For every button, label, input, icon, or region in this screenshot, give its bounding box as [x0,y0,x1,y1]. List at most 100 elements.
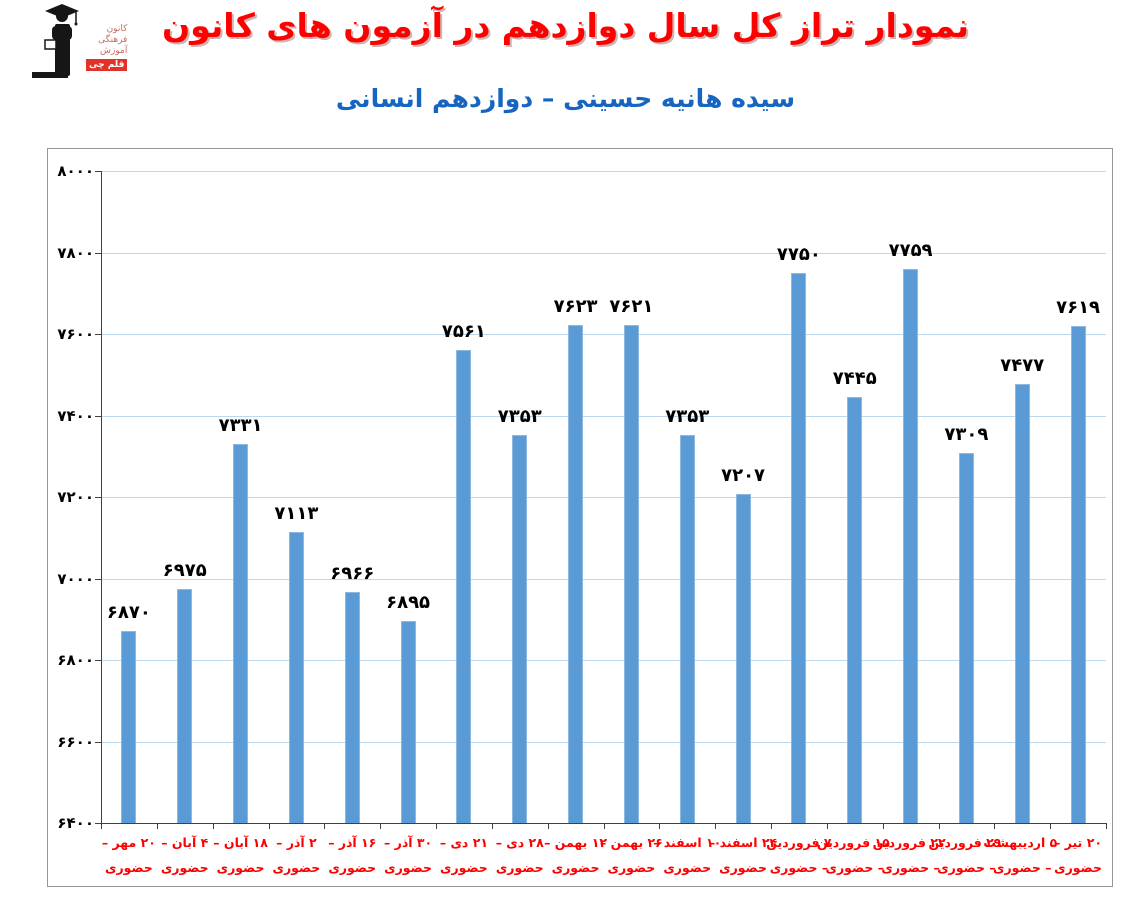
x-label-۱۰ اسفند-line2: حضوری [663,860,712,875]
y-axis-label-7200: ۷۲۰۰ [57,488,94,506]
x-label-۲۲ فروردین-line2: – حضوری [881,860,940,875]
x-label-۳۰ آذر-line2: حضوری [384,860,432,875]
logo-line-1: کانون [106,24,128,34]
x-label-۲ آذر-line1: ۲ آذر – [276,835,317,850]
gridline-7600 [101,334,1106,335]
bar-value-۷ فروردین: ۷۷۵۰ [776,243,821,265]
bar-chart: ۶۴۰۰ ۶۶۰۰ ۶۸۰۰ ۷۰۰۰ ۷۲۰۰ ۷۴۰۰ ۷۶۰۰ ۷۸۰۰ ۸۰۰۰ ۶۸۷۰… [47,148,1113,887]
x-label-۲۴ اسفند-line1: ۲۴ اسفند – [709,835,778,850]
x-tick-15 [938,824,940,829]
bar-۱۸ آبان [233,443,249,823]
x-tick-5 [380,824,382,829]
x-axis-line [101,823,1107,824]
bar-value-۱۸ آبان: ۷۳۳۱ [218,414,263,436]
bar-value-۲۶ بهمن: ۷۶۲۱ [609,296,654,318]
page-title: نمودار تراز کل سال دوازدهم در آزمون های … [161,6,970,45]
logo-text: کانون فرهنگی آموزش قلم چی [86,2,128,88]
x-tick-1 [156,824,158,829]
x-label-۱۶ آذر-line2: حضوری [328,860,377,875]
x-label-۲۰ تیر-line1: ۲۰ تیر – [1054,835,1102,850]
gridline-6600 [101,741,1106,743]
bar-value-۲۰ تیر: ۷۶۱۹ [1056,297,1101,319]
x-label-۵ اردیبهشت-line1: ۵ اردیبهشت [983,835,1058,850]
y-axis-label-7000: ۷۰۰۰ [57,569,94,588]
y-axis-label-6400: ۶۴۰۰ [57,814,94,832]
x-label-۲۰ مهر-line2: حضوری [104,860,153,875]
logo-badge-ghalamchi: قلم چی [86,59,128,71]
bar-۲۸ دی [512,434,528,823]
x-tick-16 [994,824,996,829]
x-label-۲۸ دی-line2: حضوری [495,860,544,875]
x-label-۴ آبان-line2: حضوری [160,860,209,875]
x-tick-2 [212,824,214,829]
bar-۲۶ بهمن [623,325,639,823]
gridline-7400 [101,415,1106,417]
bar-۵ اردیبهشت [1014,384,1030,823]
bar-۲ آذر [288,532,304,823]
x-label-۲۱ دی-line1: ۲۱ دی – [439,835,488,850]
x-tick-3 [268,824,270,829]
x-label-۲۰ تیر-line2: حضوری [1054,860,1102,875]
x-label-۲ آذر-line2: حضوری [272,860,321,875]
x-label-۱۵ فروردین-line2: – حضوری [825,860,884,875]
bar-۱۲ بهمن [568,324,584,823]
y-tick-7400 [95,415,101,417]
bar-۲۱ دی [456,349,472,823]
y-axis-label-8000: ۸۰۰۰ [57,162,94,180]
page-subtitle: سیده هانیه حسینی – دوازدهم انسانی [335,84,796,113]
bar-۱۵ فروردین [847,397,863,823]
x-label-۷ فروردین-line1: ۷ فروردین [766,835,832,850]
bar-۲۴ اسفند [735,494,751,823]
bar-۲۰ مهر [121,631,137,823]
x-label-۲۹ فروردین-line2: – حضوری [937,860,996,875]
y-tick-7800 [95,252,101,254]
kanoon-logo: کانون فرهنگی آموزش قلم چی [28,2,128,88]
y-tick-8000 [95,171,101,172]
bar-۲۹ فروردین [958,452,974,823]
x-tick-4 [324,824,326,829]
bar-value-۱۵ فروردین: ۷۴۴۵ [832,368,877,390]
y-axis-label-6800: ۶۸۰۰ [57,651,94,669]
gridline-6800 [101,660,1106,661]
logo-line-3: آموزش [100,46,128,56]
y-tick-7000 [95,578,101,580]
x-tick-6 [436,824,437,829]
bar-value-۲۴ اسفند: ۷۲۰۷ [721,465,766,487]
bar-value-۱۶ آذر: ۶۹۶۶ [330,563,375,585]
y-tick-6800 [95,660,101,661]
x-tick-10 [659,824,661,829]
x-tick-0 [101,824,102,829]
bar-۲۰ تیر [1070,326,1086,823]
x-label-۱۸ آبان-line1: ۱۸ آبان – [213,835,268,850]
x-label-۲۶ بهمن-line2: حضوری [607,860,656,875]
graduate-icon [32,4,79,78]
x-label-۵ اردیبهشت-line2: – حضوری [993,860,1052,875]
x-label-۱۲ بهمن-line1: ۱۲ بهمن – [544,835,607,850]
bar-value-۲۰ مهر: ۶۸۷۰ [106,602,151,624]
bar-value-۲۹ فروردین: ۷۳۰۹ [944,423,989,445]
x-tick-14 [882,824,884,829]
x-label-۲۴ اسفند-line2: حضوری [719,860,767,875]
bar-۳۰ آذر [400,621,416,823]
x-label-۷ فروردین-line2: – حضوری [769,860,829,875]
x-tick-7 [491,824,493,829]
y-tick-7600 [95,334,101,335]
bar-۴ آبان [177,588,193,823]
bar-value-۳۰ آذر: ۶۸۹۵ [386,592,431,614]
x-label-۱۵ فروردین-line1: ۱۵ فروردین [816,835,890,850]
x-label-۱۲ بهمن-line2: حضوری [551,860,600,875]
x-tick-13 [826,824,828,829]
x-tick-18 [1106,824,1107,829]
x-label-۱۶ آذر-line1: ۱۶ آذر – [328,835,377,850]
y-axis-line [101,171,102,824]
y-axis-label-7600: ۷۶۰۰ [57,325,94,343]
x-tick-12 [771,824,772,829]
bar-value-۴ آبان: ۶۹۷۵ [162,559,207,581]
bar-value-۲۱ دی: ۷۵۶۱ [441,320,486,342]
bar-value-۲۸ دی: ۷۳۵۳ [497,405,542,427]
bar-value-۱۲ بهمن: ۷۶۲۳ [553,295,598,317]
y-tick-7200 [95,497,101,498]
x-label-۲۲ فروردین-line1: ۲۲ فروردین [872,835,946,850]
x-label-۲۰ مهر-line1: ۲۰ مهر – [101,835,156,850]
